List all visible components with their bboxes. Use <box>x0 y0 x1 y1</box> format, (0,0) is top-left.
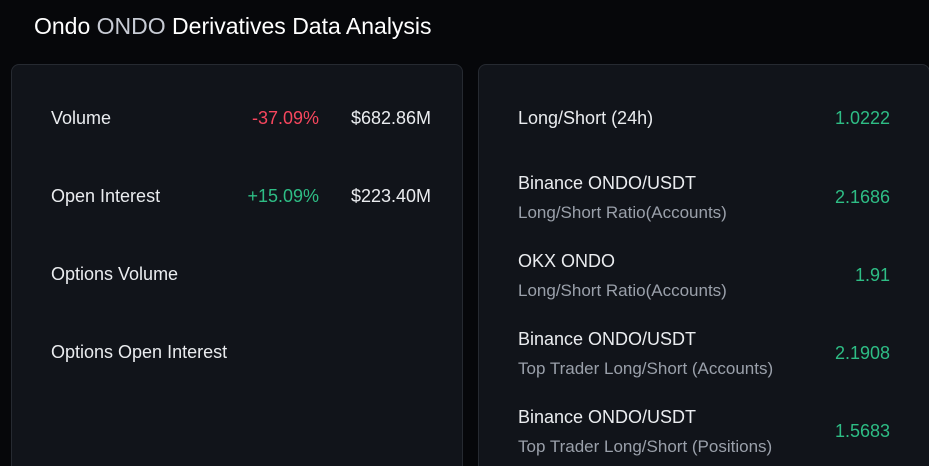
derivatives-summary-card: Volume -37.09% $682.86M Open Interest +1… <box>11 64 463 466</box>
title-coin-name: Ondo <box>34 13 91 39</box>
options-open-interest-label: Options Open Interest <box>51 342 228 362</box>
options-volume-label: Options Volume <box>51 264 179 284</box>
open-interest-row: Open Interest +15.09% $223.40M <box>51 178 431 218</box>
okx-long-short-accounts-row: OKX ONDO Long/Short Ratio(Accounts) 1.91 <box>518 243 890 303</box>
long-short-card: Long/Short (24h) 1.0222 Binance ONDO/USD… <box>478 64 929 466</box>
volume-change: -37.09% <box>251 108 319 128</box>
volume-value: $682.86M <box>350 108 431 128</box>
options-volume-row: Options Volume <box>51 256 431 296</box>
binance-pair-label: Binance ONDO/USDT <box>518 173 697 193</box>
ratio-value: 2.1908 <box>834 343 890 363</box>
binance-long-short-accounts-row: Binance ONDO/USDT Long/Short Ratio(Accou… <box>518 165 890 225</box>
volume-row: Volume -37.09% $682.86M <box>51 100 431 140</box>
binance-pair-label: Binance ONDO/USDT <box>518 407 697 427</box>
title-suffix: Derivatives Data Analysis <box>172 13 432 39</box>
binance-pair-label: Binance ONDO/USDT <box>518 329 697 349</box>
okx-pair-label: OKX ONDO <box>518 251 616 271</box>
long-short-24h-label: Long/Short (24h) <box>518 108 654 128</box>
volume-label: Volume <box>51 108 112 128</box>
options-open-interest-row: Options Open Interest <box>51 334 431 374</box>
open-interest-change: +15.09% <box>247 186 319 206</box>
ratio-type-label: Top Trader Long/Short (Positions) <box>518 437 773 456</box>
ratio-value: 1.91 <box>854 265 890 285</box>
title-coin-symbol: ONDO <box>96 13 166 39</box>
open-interest-label: Open Interest <box>51 186 161 206</box>
ratio-type-label: Long/Short Ratio(Accounts) <box>518 203 727 222</box>
ratio-type-label: Long/Short Ratio(Accounts) <box>518 281 727 300</box>
ratio-value: 2.1686 <box>834 187 890 207</box>
ratio-type-label: Top Trader Long/Short (Accounts) <box>518 359 774 378</box>
binance-top-trader-accounts-row: Binance ONDO/USDT Top Trader Long/Short … <box>518 321 890 381</box>
binance-top-trader-positions-row: Binance ONDO/USDT Top Trader Long/Short … <box>518 399 890 459</box>
open-interest-value: $223.40M <box>350 186 431 206</box>
long-short-24h-row: Long/Short (24h) 1.0222 <box>518 87 890 147</box>
long-short-24h-value: 1.0222 <box>834 108 890 128</box>
page-title: Ondo ONDO Derivatives Data Analysis <box>34 10 432 42</box>
ratio-value: 1.5683 <box>834 421 890 441</box>
